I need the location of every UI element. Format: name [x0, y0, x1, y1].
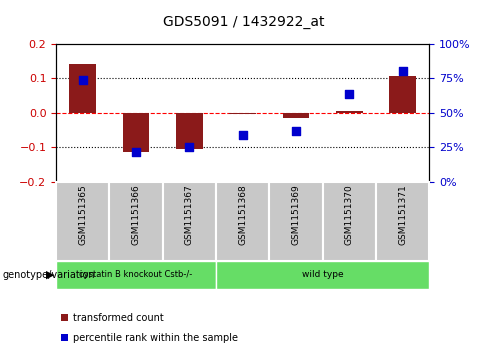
Bar — [163, 182, 216, 261]
Text: GSM1151370: GSM1151370 — [345, 184, 354, 245]
Bar — [56, 261, 216, 289]
Point — [132, 149, 140, 155]
Point — [79, 77, 87, 83]
Text: percentile rank within the sample: percentile rank within the sample — [73, 333, 239, 343]
Bar — [336, 111, 363, 113]
Bar — [69, 64, 96, 113]
Bar — [176, 113, 203, 149]
Text: GSM1151369: GSM1151369 — [292, 184, 301, 245]
Text: GDS5091 / 1432922_at: GDS5091 / 1432922_at — [163, 15, 325, 29]
Text: ▶: ▶ — [46, 270, 55, 280]
Bar — [376, 182, 429, 261]
Text: transformed count: transformed count — [73, 313, 164, 323]
Text: GSM1151365: GSM1151365 — [78, 184, 87, 245]
Point — [399, 68, 407, 74]
Text: genotype/variation: genotype/variation — [2, 270, 95, 280]
Bar — [109, 182, 163, 261]
Bar — [323, 182, 376, 261]
Bar — [123, 113, 149, 152]
Text: GSM1151368: GSM1151368 — [238, 184, 247, 245]
Text: wild type: wild type — [302, 270, 344, 280]
Point — [185, 144, 193, 150]
Bar — [56, 182, 109, 261]
Bar — [269, 182, 323, 261]
Point — [292, 129, 300, 134]
Text: GSM1151366: GSM1151366 — [132, 184, 141, 245]
Bar — [389, 76, 416, 113]
Text: cystatin B knockout Cstb-/-: cystatin B knockout Cstb-/- — [80, 270, 193, 280]
Bar — [229, 113, 256, 114]
Point — [346, 91, 353, 97]
Point — [239, 132, 246, 138]
Bar — [283, 113, 309, 118]
Bar — [216, 182, 269, 261]
Text: GSM1151367: GSM1151367 — [185, 184, 194, 245]
Bar — [216, 261, 429, 289]
Text: GSM1151371: GSM1151371 — [398, 184, 407, 245]
